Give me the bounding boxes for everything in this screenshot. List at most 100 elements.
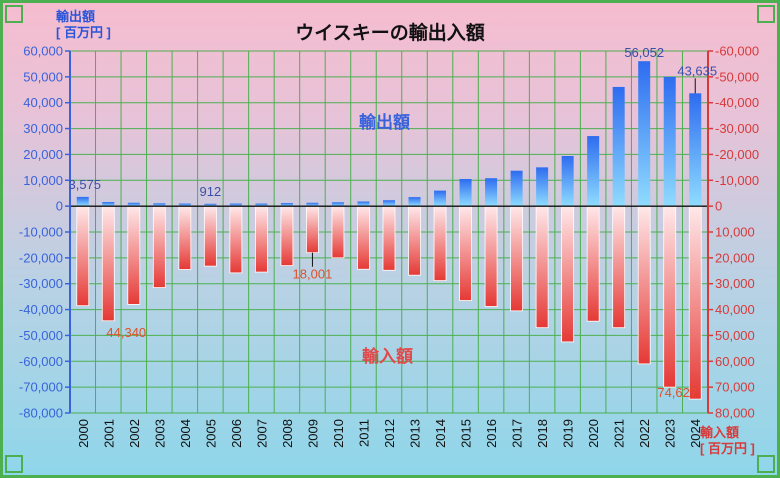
import-bar xyxy=(688,205,702,400)
x-axis-year-label: 2022 xyxy=(637,419,652,448)
right-axis-tick-label: 60,000 xyxy=(715,354,755,369)
frame-corner-decoration xyxy=(5,5,23,23)
left-axis-tick-label: 30,000 xyxy=(23,121,63,136)
import-bar xyxy=(586,205,600,322)
right-axis-tick-label: 80,000 xyxy=(715,406,755,421)
data-label: 74,627 xyxy=(657,385,697,400)
right-axis-tick-label: -60,000 xyxy=(715,44,759,59)
frame-corner-decoration xyxy=(757,5,775,23)
x-axis-year-label: 2010 xyxy=(331,419,346,448)
left-axis-tick-label: 40,000 xyxy=(23,95,63,110)
data-label: 912 xyxy=(200,184,222,199)
export-bar xyxy=(204,203,217,207)
x-axis-year-label: 2003 xyxy=(152,419,167,448)
x-axis-year-label: 2023 xyxy=(663,419,678,448)
left-axis-tick-label: 60,000 xyxy=(23,44,63,59)
x-axis-year-label: 2007 xyxy=(254,419,269,448)
export-bar xyxy=(536,167,549,207)
x-axis-year-label: 2006 xyxy=(229,419,244,448)
right-axis-tick-label: 0 xyxy=(715,199,722,214)
right-axis-tick-label: 70,000 xyxy=(715,380,755,395)
import-bar xyxy=(510,205,524,312)
x-axis-year-label: 2021 xyxy=(612,419,627,448)
x-axis-year-label: 2013 xyxy=(408,419,423,448)
x-axis-year-label: 2020 xyxy=(586,419,601,448)
left-axis-tick-label: -60,000 xyxy=(19,354,63,369)
export-bar xyxy=(561,155,574,207)
import-bar xyxy=(357,205,370,270)
data-label: 3,575 xyxy=(68,177,101,192)
right-axis-tick-label: -20,000 xyxy=(715,147,759,162)
x-axis-year-label: 2017 xyxy=(510,419,525,448)
x-axis-year-label: 2015 xyxy=(459,419,474,448)
export-bar xyxy=(383,200,395,207)
right-axis-tick-label: 20,000 xyxy=(715,250,755,265)
export-bar xyxy=(510,170,523,207)
left-axis-tick-label: -20,000 xyxy=(19,250,63,265)
right-axis-tick-label: 10,000 xyxy=(715,225,755,240)
import-bar xyxy=(484,205,498,307)
frame-corner-decoration xyxy=(5,455,23,473)
import-bar xyxy=(152,205,166,288)
import-bar xyxy=(612,205,626,329)
left-axis-unit: 輸出額 [ 百万円 ] xyxy=(56,9,111,41)
x-axis-year-label: 2002 xyxy=(127,419,142,448)
right-axis-tick-label: -30,000 xyxy=(715,121,759,136)
import-bar xyxy=(229,205,243,274)
x-axis-year-label: 2009 xyxy=(305,419,320,448)
export-bar xyxy=(178,203,191,207)
left-axis-tick-label: 10,000 xyxy=(23,173,63,188)
x-axis-year-label: 2012 xyxy=(382,419,397,448)
export-bar xyxy=(255,203,268,207)
export-bar xyxy=(127,202,140,207)
x-axis-year-label: 2005 xyxy=(203,419,218,448)
import-bar xyxy=(280,205,294,267)
right-axis-tick-label: -10,000 xyxy=(715,173,759,188)
import-bar xyxy=(663,205,677,388)
import-bar xyxy=(101,205,115,322)
x-axis-year-label: 2008 xyxy=(280,419,295,448)
x-axis-year-label: 2001 xyxy=(101,419,116,448)
right-axis-unit: 輸入額 [ 百万円 ] xyxy=(700,425,755,457)
export-bar xyxy=(689,93,702,207)
x-axis-year-label: 2019 xyxy=(561,419,576,448)
export-bar xyxy=(229,203,242,207)
import-bar xyxy=(203,205,217,267)
import-bar xyxy=(433,205,447,282)
chart-title: ウイスキーの輸出入額 xyxy=(295,23,485,44)
x-axis-year-label: 2014 xyxy=(433,419,448,448)
import-bar xyxy=(331,205,345,259)
data-label: 18,001 xyxy=(293,267,333,282)
left-axis-unit-line: [ 百万円 ] xyxy=(56,25,111,40)
x-axis-year-label: 2024 xyxy=(688,419,703,448)
data-label: 44,340 xyxy=(106,325,146,340)
export-bar xyxy=(357,201,370,207)
import-series-label: 輸入額 xyxy=(362,347,413,366)
right-axis-tick-label: -40,000 xyxy=(715,95,759,110)
export-bar xyxy=(587,136,600,207)
import-bar xyxy=(76,205,90,307)
x-axis-year-label: 2016 xyxy=(484,419,499,448)
left-axis-tick-label: -70,000 xyxy=(19,380,63,395)
right-axis-tick-label: 50,000 xyxy=(715,328,755,343)
export-bar xyxy=(663,76,676,207)
import-bar xyxy=(561,205,575,343)
left-axis-tick-label: 0 xyxy=(56,199,63,214)
right-axis-unit-line: [ 百万円 ] xyxy=(700,441,755,456)
left-axis-tick-label: -80,000 xyxy=(19,406,63,421)
data-label: 56,052 xyxy=(624,45,664,60)
import-bar xyxy=(127,205,141,305)
export-bar xyxy=(434,190,447,207)
left-axis-tick-label: -40,000 xyxy=(19,302,63,317)
export-bar xyxy=(153,203,166,207)
x-axis-year-label: 2004 xyxy=(178,419,193,448)
import-bar xyxy=(254,205,268,273)
import-bar xyxy=(637,205,651,365)
left-axis-tick-label: -30,000 xyxy=(19,276,63,291)
export-bar xyxy=(331,202,344,207)
import-bar xyxy=(382,205,396,271)
left-axis-tick-label: 20,000 xyxy=(23,147,63,162)
left-axis-tick-label: -10,000 xyxy=(19,225,63,240)
left-axis-unit-line: 輸出額 xyxy=(56,9,96,24)
right-axis-tick-label: 30,000 xyxy=(715,276,755,291)
